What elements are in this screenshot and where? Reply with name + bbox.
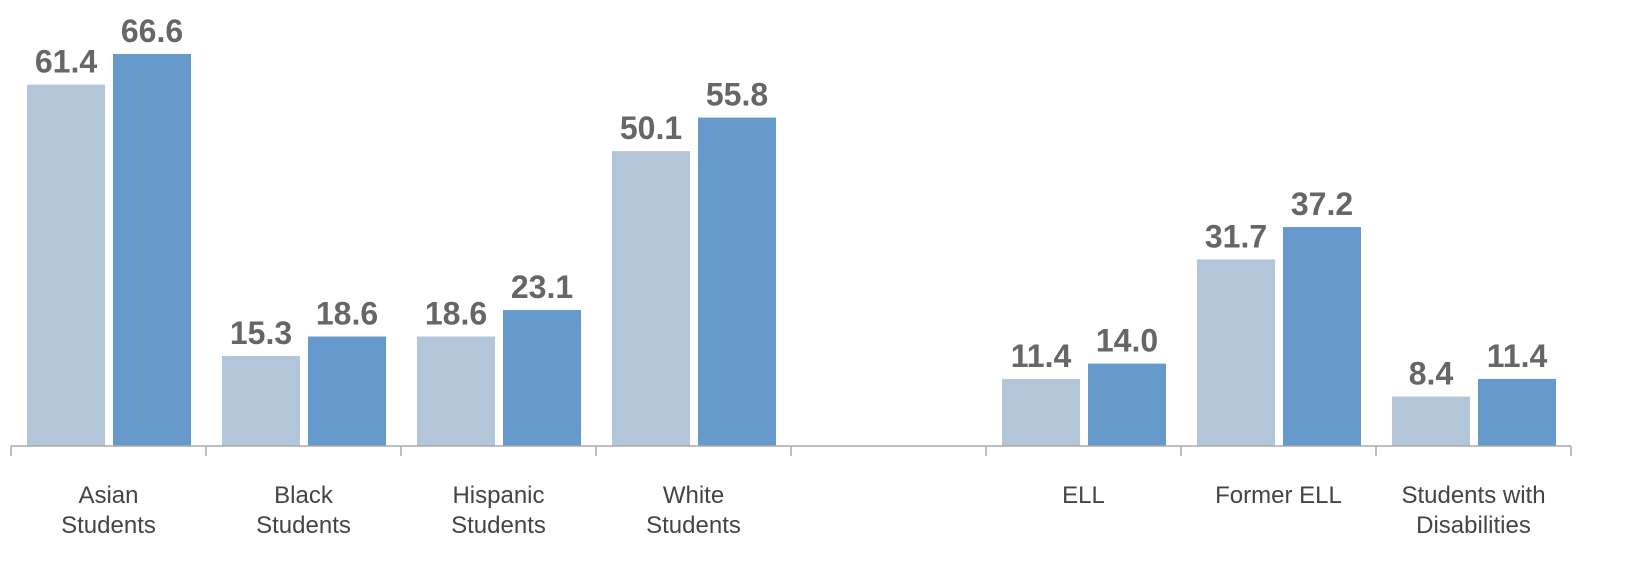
data-label: 55.8	[706, 77, 768, 113]
category-label-line: White	[663, 482, 724, 509]
bar	[417, 336, 495, 446]
category-label: Students with Disabilities	[1401, 482, 1545, 539]
data-label: 8.4	[1409, 356, 1454, 392]
data-label: 31.7	[1205, 218, 1267, 254]
bar	[503, 310, 581, 446]
category-label-line: Asian	[78, 482, 138, 509]
category-label: Hispanic Students	[451, 482, 546, 539]
data-label: 66.6	[121, 13, 183, 49]
category-label-line: Disabilities	[1416, 512, 1531, 539]
category-label: Former ELL	[1215, 482, 1342, 509]
bar	[1197, 259, 1275, 446]
category-label-line: Students	[451, 512, 546, 539]
bar	[27, 84, 105, 447]
category-label: ELL	[1062, 482, 1105, 509]
category-label-line: Students with	[1401, 482, 1545, 509]
data-label: 23.1	[511, 269, 573, 305]
data-label: 18.6	[316, 296, 378, 332]
category-label-line: Students	[61, 512, 156, 539]
data-label: 37.2	[1291, 186, 1353, 222]
bar	[1283, 227, 1361, 446]
data-label: 18.6	[425, 296, 487, 332]
data-label: 11.4	[1487, 338, 1548, 374]
category-label-line: Students	[646, 512, 741, 539]
data-label: 61.4	[35, 44, 97, 80]
bar	[1392, 396, 1470, 446]
data-label: 11.4	[1011, 338, 1072, 374]
bar	[698, 117, 776, 446]
bar	[113, 54, 191, 446]
category-label: Asian Students	[61, 482, 156, 539]
category-label-line: Hispanic	[452, 482, 544, 509]
category-label-line: Students	[256, 512, 351, 539]
bar	[612, 151, 690, 446]
category-label-line: Former ELL	[1215, 482, 1342, 509]
bar	[1088, 363, 1166, 446]
data-label: 15.3	[230, 315, 292, 351]
bar	[1002, 378, 1080, 446]
category-label-line: Black	[274, 482, 334, 509]
bar	[1478, 378, 1556, 446]
category-label-line: ELL	[1062, 482, 1105, 509]
data-label: 14.0	[1096, 323, 1158, 359]
category-label: Black Students	[256, 482, 351, 539]
category-label: White Students	[646, 482, 741, 539]
bar	[308, 336, 386, 446]
bar	[222, 355, 300, 446]
data-label: 50.1	[620, 110, 682, 146]
